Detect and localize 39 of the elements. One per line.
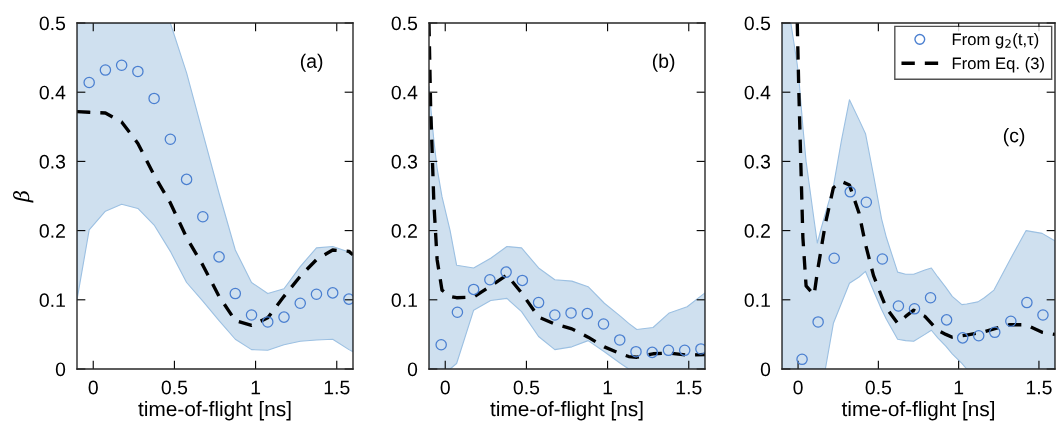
annotation: (b)	[652, 53, 675, 72]
x-axis-title: time-of-flight [ns]	[841, 401, 995, 421]
legend-label: From g$_{2}$(t,τ)	[952, 33, 1039, 49]
y-tick-label: 0.4	[744, 85, 771, 100]
y-tick-label: 0.2	[39, 224, 65, 238]
y-tick-label: 0.5	[744, 16, 771, 31]
annotation: (c)	[1003, 128, 1025, 147]
x-tick-label: 0.5	[865, 380, 892, 395]
x-tick-label: 1.5	[1026, 380, 1052, 395]
y-tick-label: 0.1	[744, 293, 770, 308]
y-tick-label: 0.1	[391, 293, 417, 308]
y-tick-label: 0.3	[39, 154, 66, 169]
y-tick-label: 0.2	[391, 224, 417, 238]
y-axis-title: β	[13, 190, 34, 203]
annotation: (a)	[300, 53, 323, 72]
x-tick-label: 0	[88, 380, 98, 395]
y-tick-label: 0	[760, 362, 771, 377]
y-tick-label: 0.5	[39, 16, 66, 31]
y-tick-label: 0.4	[391, 85, 418, 100]
x-tick-label: 1.5	[324, 380, 350, 395]
y-tick-label: 0	[407, 362, 418, 377]
x-axis-title: time-of-flight [ns]	[138, 401, 291, 421]
y-tick-label: 0	[55, 362, 66, 377]
x-tick-label: 1	[954, 380, 964, 395]
y-tick-label: 0.3	[391, 154, 418, 169]
x-tick-label: 0.5	[513, 380, 540, 395]
y-tick-label: 0.2	[744, 224, 770, 238]
x-tick-label: 0	[793, 380, 803, 395]
x-axis-title: time-of-flight [ns]	[490, 401, 643, 421]
x-tick-label: 0	[440, 380, 450, 395]
x-tick-label: 1.5	[676, 380, 702, 395]
y-tick-label: 0.1	[39, 293, 65, 308]
y-tick-label: 0.5	[391, 16, 418, 31]
x-tick-label: 1	[603, 380, 613, 395]
y-tick-label: 0.3	[744, 154, 771, 169]
y-tick-label: 0.4	[39, 85, 66, 100]
x-tick-label: 0.5	[161, 380, 188, 395]
legend-label: From Eq. (3)	[952, 57, 1044, 73]
x-tick-label: 1	[251, 380, 261, 395]
